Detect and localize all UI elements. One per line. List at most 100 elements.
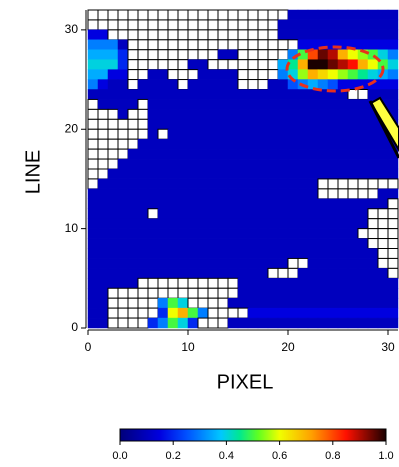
cell [168, 219, 178, 229]
cell [198, 179, 208, 189]
cell [308, 30, 318, 40]
cell [378, 278, 388, 288]
cell [198, 129, 208, 139]
cell [358, 30, 368, 40]
cell [338, 129, 348, 139]
cell [248, 119, 258, 129]
cell [168, 179, 178, 189]
cell [268, 119, 278, 129]
cell [228, 229, 238, 239]
masked-cell [388, 179, 398, 189]
masked-cell [198, 40, 208, 50]
cell [368, 40, 378, 50]
cell [278, 249, 288, 259]
cell [148, 318, 158, 328]
cell [358, 109, 368, 119]
masked-cell [128, 308, 138, 318]
masked-cell [258, 20, 268, 30]
cell [208, 219, 218, 229]
masked-cell [208, 308, 218, 318]
cell [368, 288, 378, 298]
masked-cell [228, 288, 238, 298]
cell [218, 50, 228, 60]
masked-cell [88, 169, 98, 179]
masked-cell [318, 189, 328, 199]
masked-cell [378, 258, 388, 268]
cell [138, 179, 148, 189]
cell [338, 149, 348, 159]
cell [278, 199, 288, 209]
cell [188, 149, 198, 159]
masked-cell [178, 10, 188, 20]
cell [378, 298, 388, 308]
cell [178, 229, 188, 239]
masked-cell [118, 288, 128, 298]
cell [388, 278, 398, 288]
masked-cell [188, 50, 198, 60]
masked-cell [358, 179, 368, 189]
masked-cell [158, 50, 168, 60]
masked-cell [378, 179, 388, 189]
y-tick-label: 30 [65, 22, 79, 36]
masked-cell [208, 288, 218, 298]
masked-cell [158, 278, 168, 288]
masked-cell [138, 109, 148, 119]
cell [178, 209, 188, 219]
cell [358, 149, 368, 159]
cell [168, 80, 178, 90]
cell [318, 139, 328, 149]
masked-cell [148, 10, 158, 20]
cell [298, 189, 308, 199]
cell [298, 219, 308, 229]
masked-cell [238, 308, 248, 318]
masked-cell [138, 318, 148, 328]
cell [288, 209, 298, 219]
cell [228, 109, 238, 119]
cell [348, 298, 358, 308]
cell [318, 298, 328, 308]
cell [358, 70, 368, 80]
cell [388, 288, 398, 298]
cell [248, 159, 258, 169]
masked-cell [138, 70, 148, 80]
cell [158, 318, 168, 328]
cell [208, 129, 218, 139]
cell [338, 318, 348, 328]
cell [358, 199, 368, 209]
cell [198, 159, 208, 169]
cell [238, 278, 248, 288]
cell [358, 10, 368, 20]
cell [368, 278, 378, 288]
cell [238, 258, 248, 268]
cell [278, 308, 288, 318]
masked-cell [178, 50, 188, 60]
cell [208, 169, 218, 179]
cell [148, 199, 158, 209]
cell [188, 159, 198, 169]
cell [228, 239, 238, 249]
masked-cell [108, 109, 118, 119]
cell [168, 109, 178, 119]
masked-cell [178, 288, 188, 298]
cell [258, 209, 268, 219]
cell [268, 189, 278, 199]
cell [318, 20, 328, 30]
cell [168, 199, 178, 209]
cell [88, 90, 98, 100]
cell [308, 109, 318, 119]
cell [178, 189, 188, 199]
cell [368, 169, 378, 179]
cell [268, 209, 278, 219]
cell [148, 249, 158, 259]
masked-cell [378, 229, 388, 239]
cell [238, 169, 248, 179]
cell [108, 169, 118, 179]
cell [288, 139, 298, 149]
cell [308, 308, 318, 318]
cell [158, 209, 168, 219]
colorbar-tick-label: 0.0 [112, 450, 127, 462]
cell [148, 109, 158, 119]
cell [258, 239, 268, 249]
cell [228, 298, 238, 308]
colorbar-tick-label: 0.6 [272, 450, 287, 462]
